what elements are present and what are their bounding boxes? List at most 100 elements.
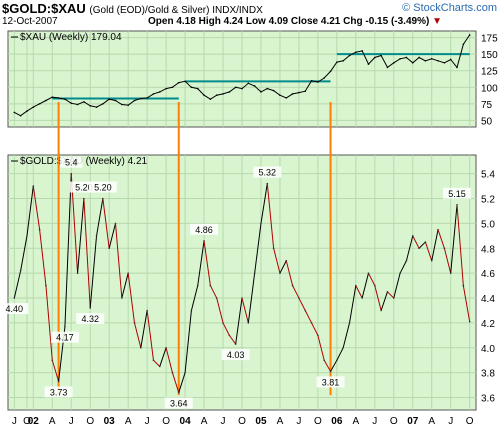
annotation-label: 5.4: [65, 158, 78, 168]
ratio-data-point: [133, 322, 136, 324]
xau-data-point: [355, 51, 357, 53]
ratio-series-segment: [178, 372, 186, 393]
x-tick-label: A: [49, 416, 56, 427]
ratio-data-point: [89, 307, 92, 309]
ratio-data-point: [342, 347, 344, 349]
ratio-y-tick-label: 4.2: [481, 319, 495, 330]
annotation-label: 3.73: [50, 387, 68, 397]
low-label: Low: [245, 16, 266, 27]
ratio-data-point: [430, 259, 433, 262]
ratio-series-segment: [121, 273, 129, 299]
ratio-series-segment: [355, 285, 363, 299]
stockcharts-logo[interactable]: © StockCharts.com: [402, 2, 497, 14]
xau-data-point: [203, 94, 205, 97]
ratio-series-segment: [279, 260, 287, 274]
close-label: Close: [290, 16, 319, 27]
xau-data-point: [298, 91, 300, 94]
x-tick-label: 03: [104, 416, 116, 427]
ratio-series-segment: [209, 285, 218, 299]
ratio-data-point: [285, 259, 288, 262]
ratio-data-point: [323, 359, 326, 362]
xau-data-point: [336, 61, 338, 63]
xau-data-point: [228, 91, 231, 93]
ratio-series-segment: [165, 347, 173, 373]
xau-data-point: [266, 87, 269, 90]
annotation-bg: [190, 223, 219, 235]
open-label: Open: [148, 16, 174, 27]
annotation-bg: [253, 166, 282, 178]
xau-data-point: [386, 66, 389, 69]
ratio-data-point: [310, 322, 313, 324]
xau-data-point: [171, 86, 174, 89]
chart-title: $GOLD:$XAU (Gold (EOD)/Gold & Silver) IN…: [2, 1, 263, 16]
ratio-data-point: [165, 347, 167, 349]
ratio-data-point: [279, 272, 281, 274]
xau-data-point: [279, 94, 281, 97]
x-tick-label: J: [372, 416, 377, 427]
symbol: $GOLD:$XAU: [2, 1, 86, 16]
xau-data-point: [291, 93, 294, 95]
xau-data-point: [196, 87, 199, 90]
xau-data-point: [392, 61, 395, 64]
ratio-data-point: [462, 284, 465, 287]
close-value: 4.21: [320, 16, 341, 27]
x-tick-label: O: [162, 416, 170, 427]
xau-data-point: [158, 91, 161, 93]
ratio-series-segment: [241, 297, 249, 324]
xau-data-point: [209, 98, 212, 100]
ratio-data-point: [260, 222, 262, 225]
x-tick-label: 06: [331, 416, 343, 427]
ratio-series-segment: [437, 229, 445, 249]
ratio-series-segment: [140, 310, 148, 348]
annotation-label: 4.40: [6, 304, 24, 314]
xau-data-point: [114, 99, 117, 102]
xau-data-point: [374, 56, 376, 59]
ratio-data-point: [171, 371, 174, 374]
ratio-data-point: [190, 309, 193, 312]
ratio-series-segment: [222, 322, 230, 336]
change-label: Chg: [343, 16, 363, 27]
ratio-series-segment: [64, 173, 72, 327]
x-tick-label: J: [145, 416, 150, 427]
annotation-label: 5.32: [259, 168, 277, 178]
ratio-series-segment: [197, 240, 205, 286]
annotation-bg: [88, 181, 117, 193]
ratio-data-point: [158, 365, 161, 368]
ratio-data-point: [64, 325, 66, 328]
annotation-label: 3.64: [170, 399, 188, 409]
ratio-series-segment: [450, 204, 458, 274]
xau-data-point: [32, 106, 35, 108]
ratio-series-segment: [412, 235, 420, 249]
ratio-series-segment: [342, 322, 350, 348]
ratio-series-segment: [26, 186, 34, 236]
ratio-series-segment: [102, 198, 110, 249]
ratio-series-segment: [83, 198, 91, 309]
ratio-data-point: [456, 203, 458, 206]
xau-data-point: [184, 80, 186, 83]
x-tick-label: 05: [255, 416, 267, 427]
ratio-data-point: [196, 284, 199, 287]
xau-data-point: [127, 104, 129, 106]
xau-data-point: [443, 61, 446, 64]
ratio-y-tick-label: 3.8: [481, 369, 495, 380]
ratio-data-point: [108, 247, 110, 250]
ratio-series-segment: [39, 229, 47, 286]
annotation-label: 5.15: [448, 189, 466, 199]
ratio-data-point: [32, 185, 35, 187]
ratio-series-segment: [235, 297, 243, 345]
xau-data-point: [190, 86, 193, 89]
x-tick-label: 07: [407, 416, 419, 427]
ratio-series-segment: [77, 198, 85, 274]
ratio-series-segment: [146, 310, 154, 361]
ratio-series-segment: [203, 240, 211, 286]
x-tick-label: A: [201, 416, 208, 427]
xau-data-point: [253, 85, 256, 87]
xau-data-point: [19, 114, 22, 117]
ratio-data-point: [386, 291, 389, 293]
ratio-data-point: [418, 247, 420, 250]
ratio-series-segment: [374, 285, 382, 311]
ratio-data-point: [468, 320, 471, 323]
xau-data-point: [152, 93, 155, 95]
x-tick-label: O: [466, 416, 474, 427]
